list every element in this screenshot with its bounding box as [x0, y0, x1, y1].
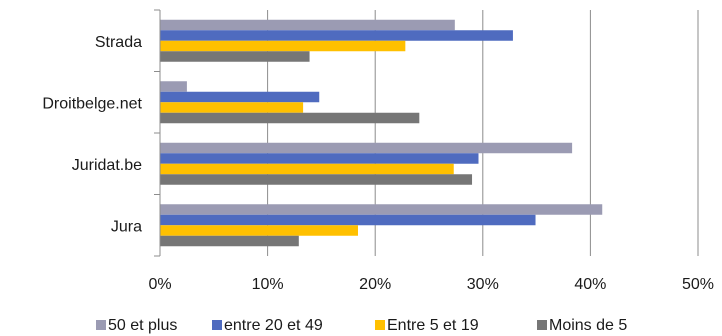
bar-1-2 — [160, 102, 304, 113]
bar-2-2 — [160, 163, 454, 175]
bar-1-1 — [160, 91, 320, 103]
bar-1-3 — [160, 112, 420, 124]
category-label-3: Jura — [111, 218, 142, 235]
legend-swatch-3 — [537, 320, 547, 330]
legend-label-3: Moins de 5 — [549, 317, 627, 334]
bar-0-3 — [160, 51, 310, 62]
bar-0-1 — [160, 30, 513, 41]
bar-2-1 — [160, 153, 479, 164]
bar-3-3 — [160, 235, 299, 247]
legend-swatch-1 — [212, 320, 222, 330]
legend-swatch-2 — [375, 320, 385, 330]
x-tick-label-3: 30% — [467, 276, 499, 293]
x-tick-label-5: 50% — [682, 276, 714, 293]
category-label-1: Droitbelge.net — [42, 95, 142, 112]
bar-0-0 — [160, 19, 455, 31]
bar-3-2 — [160, 225, 358, 236]
bar-2-3 — [160, 174, 473, 185]
bar-3-0 — [160, 204, 603, 215]
legend-label-2: Entre 5 et 19 — [387, 317, 479, 334]
bar-2-0 — [160, 142, 573, 154]
bar-3-1 — [160, 214, 536, 226]
legend-label-1: entre 20 et 49 — [224, 317, 323, 334]
category-label-2: Juridat.be — [72, 157, 142, 174]
x-tick-label-2: 20% — [359, 276, 391, 293]
x-tick-label-1: 10% — [252, 276, 284, 293]
bar-1-0 — [160, 81, 187, 92]
bar-0-2 — [160, 40, 406, 52]
legend-swatch-0 — [96, 320, 106, 330]
x-tick-label-4: 40% — [574, 276, 606, 293]
x-tick-label-0: 0% — [148, 276, 171, 293]
category-label-0: Strada — [95, 34, 142, 51]
legend-label-0: 50 et plus — [108, 317, 177, 334]
